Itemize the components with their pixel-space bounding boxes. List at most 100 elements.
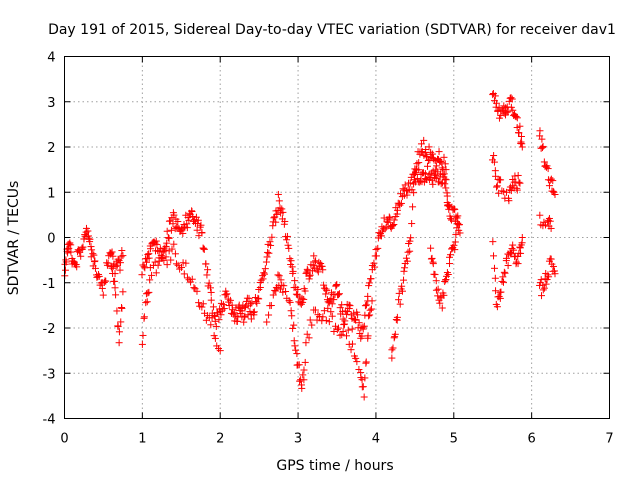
- data-point: [513, 114, 521, 122]
- data-point: [312, 257, 320, 265]
- data-point: [300, 295, 308, 303]
- data-point: [366, 311, 374, 319]
- data-point: [303, 330, 311, 338]
- data-point: [314, 268, 322, 276]
- data-point: [235, 303, 243, 311]
- data-point: [401, 181, 409, 189]
- data-point: [397, 199, 405, 207]
- data-point: [212, 322, 220, 330]
- data-point: [549, 177, 557, 185]
- data-point: [451, 238, 459, 246]
- data-point: [263, 318, 271, 326]
- data-point: [393, 313, 401, 321]
- data-point: [275, 197, 283, 205]
- data-point: [323, 287, 331, 295]
- data-point: [119, 252, 127, 260]
- data-point: [352, 354, 360, 362]
- data-point: [167, 226, 175, 234]
- data-point: [547, 224, 555, 232]
- data-point: [327, 308, 335, 316]
- data-point: [108, 264, 116, 272]
- data-point: [257, 276, 265, 284]
- data-point: [453, 224, 461, 232]
- data-point: [507, 250, 515, 258]
- data-point: [174, 217, 182, 225]
- data-point: [301, 358, 309, 366]
- data-point: [158, 253, 166, 261]
- data-point: [452, 213, 460, 221]
- data-point: [498, 105, 506, 113]
- data-point: [162, 253, 170, 261]
- data-point: [498, 277, 506, 285]
- data-point: [506, 186, 514, 194]
- data-point: [241, 304, 249, 312]
- data-point: [450, 241, 458, 249]
- data-point: [226, 296, 234, 304]
- data-point: [265, 249, 273, 257]
- data-point: [538, 144, 546, 152]
- data-point: [547, 175, 555, 183]
- data-point: [551, 270, 559, 278]
- data-point: [350, 309, 358, 317]
- data-point: [510, 246, 518, 254]
- data-point: [513, 184, 521, 192]
- data-point: [513, 186, 521, 194]
- data-point: [393, 206, 401, 214]
- data-point: [290, 337, 298, 345]
- data-point: [154, 261, 162, 269]
- x-tick-label: 5: [450, 432, 458, 447]
- data-point: [178, 263, 186, 271]
- data-point: [492, 183, 500, 191]
- plot-frame: [64, 56, 610, 419]
- data-point: [198, 303, 206, 311]
- data-point: [370, 259, 378, 267]
- data-point: [285, 244, 293, 252]
- y-tick-label: 0: [47, 232, 55, 247]
- data-point: [538, 292, 546, 300]
- data-point: [423, 153, 431, 161]
- data-point: [493, 182, 501, 190]
- data-point: [138, 271, 146, 279]
- data-point: [324, 304, 332, 312]
- data-point: [549, 262, 557, 270]
- data-point: [308, 321, 316, 329]
- data-point: [332, 281, 340, 289]
- data-point: [318, 262, 326, 270]
- data-point: [260, 269, 268, 277]
- data-point: [492, 287, 500, 295]
- data-point: [279, 208, 287, 216]
- data-point: [417, 177, 425, 185]
- data-point: [183, 220, 191, 228]
- data-point: [499, 273, 507, 281]
- y-axis-label: SDTVAR / TECUs: [6, 181, 22, 296]
- data-point: [360, 322, 368, 330]
- data-point: [207, 288, 215, 296]
- y-tick-label: -1: [43, 277, 56, 292]
- data-point: [267, 302, 275, 310]
- data-point: [220, 305, 228, 313]
- data-point: [295, 361, 303, 369]
- data-point: [247, 315, 255, 323]
- data-point: [505, 197, 513, 205]
- data-point: [355, 366, 363, 374]
- data-point: [283, 232, 291, 240]
- x-tick-label: 7: [605, 432, 613, 447]
- y-tick-label: -2: [43, 322, 56, 337]
- data-point: [447, 215, 455, 223]
- data-point: [410, 176, 418, 184]
- data-point: [194, 216, 202, 224]
- data-point: [346, 302, 354, 310]
- data-point: [511, 172, 519, 180]
- data-point: [230, 309, 238, 317]
- data-point: [99, 291, 107, 299]
- data-point: [497, 288, 505, 296]
- data-point: [302, 339, 310, 347]
- data-point: [496, 294, 504, 302]
- data-point: [431, 271, 439, 279]
- data-point: [292, 346, 300, 354]
- data-point: [288, 263, 296, 271]
- data-point: [404, 248, 412, 256]
- data-point: [310, 252, 318, 260]
- data-points: [61, 90, 559, 401]
- data-point: [538, 135, 546, 143]
